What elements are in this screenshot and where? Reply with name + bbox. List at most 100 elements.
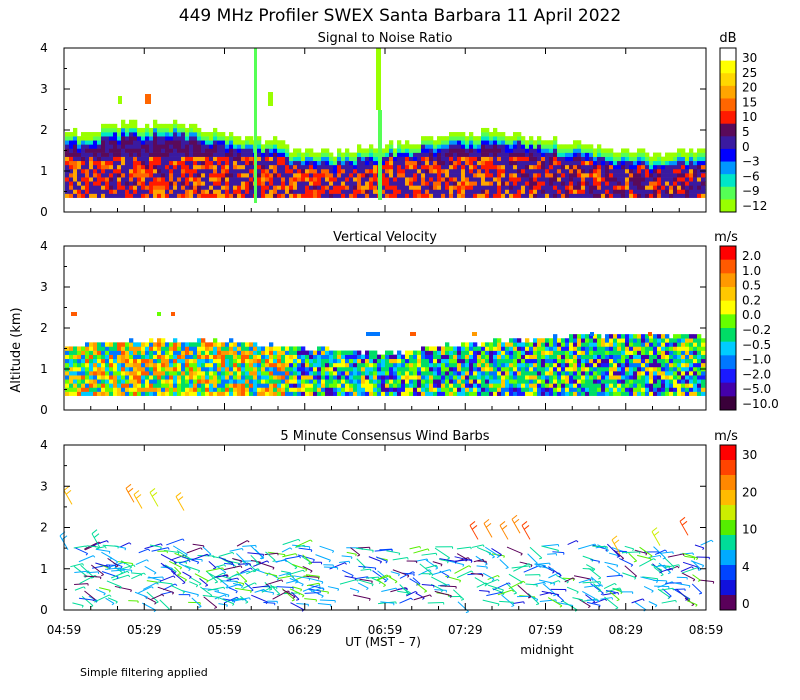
heatmap-cell xyxy=(297,362,302,368)
heatmap-cell xyxy=(69,152,74,157)
wind-barb xyxy=(487,574,499,580)
heatmap-cell xyxy=(93,387,98,392)
heatmap-cell xyxy=(681,338,686,343)
heatmap-cell xyxy=(645,156,650,162)
heatmap-cell xyxy=(301,354,306,360)
heatmap-cell xyxy=(373,375,378,380)
heatmap-cell xyxy=(489,173,494,178)
heatmap-cell xyxy=(585,193,590,198)
heatmap-cell xyxy=(205,391,210,396)
heatmap-cell xyxy=(497,144,502,149)
heatmap-cell xyxy=(101,193,106,198)
heatmap-cell xyxy=(377,354,382,360)
heatmap-cell xyxy=(505,136,510,141)
heatmap-cell xyxy=(77,168,82,174)
heatmap-cell xyxy=(605,168,610,174)
heatmap-cell xyxy=(541,383,546,388)
heatmap-cell xyxy=(437,371,442,376)
wind-barb xyxy=(425,559,439,569)
heatmap-cell xyxy=(397,354,402,360)
wind-barb-flag xyxy=(198,606,202,608)
heatmap-cell xyxy=(265,362,270,368)
heatmap-cell xyxy=(645,362,650,368)
heatmap-cell xyxy=(117,181,122,186)
heatmap-cell xyxy=(477,152,482,157)
heatmap-cell xyxy=(229,181,234,186)
heatmap-cell xyxy=(333,366,338,372)
heatmap-cell xyxy=(441,391,446,396)
heatmap-cell xyxy=(161,144,166,149)
heatmap-cell xyxy=(137,181,142,186)
snr-colorbar-label: 30 xyxy=(742,51,757,65)
heatmap-cell xyxy=(641,346,646,351)
heatmap-cell xyxy=(317,375,322,380)
wind-barb xyxy=(608,552,619,557)
heatmap-cell xyxy=(149,132,154,137)
heatmap-cell xyxy=(513,383,518,388)
heatmap-cell xyxy=(413,375,418,380)
heatmap-cell xyxy=(569,354,574,360)
heatmap-cell xyxy=(153,371,158,376)
heatmap-cell xyxy=(77,371,82,376)
heatmap-cell xyxy=(65,387,70,392)
heatmap-cell xyxy=(109,379,114,384)
heatmap-cell xyxy=(177,366,182,372)
heatmap-cell xyxy=(529,144,534,149)
heatmap-cell xyxy=(217,160,222,166)
heatmap-cell xyxy=(369,383,374,388)
heatmap-cell xyxy=(153,119,158,125)
heatmap-cell xyxy=(89,156,94,162)
heatmap-cell xyxy=(613,156,618,162)
heatmap-cell xyxy=(385,362,390,368)
heatmap-cell xyxy=(137,375,142,380)
vv-colorbar-label: 1.0 xyxy=(742,264,761,278)
heatmap-cell xyxy=(509,346,514,351)
heatmap-cell xyxy=(181,387,186,392)
heatmap-cell xyxy=(677,156,682,162)
heatmap-cell xyxy=(377,358,382,364)
heatmap-cell xyxy=(245,164,250,170)
heatmap-cell xyxy=(513,350,518,355)
heatmap-cell xyxy=(565,379,570,384)
heatmap-cell xyxy=(329,177,334,182)
heatmap-cell xyxy=(501,375,506,380)
heatmap-cell xyxy=(141,160,146,166)
heatmap-cell xyxy=(529,148,534,153)
heatmap-cell xyxy=(205,168,210,174)
heatmap-cell xyxy=(645,391,650,396)
heatmap-cell xyxy=(633,181,638,186)
heatmap-cell xyxy=(97,152,102,157)
heatmap-cell xyxy=(493,168,498,174)
heatmap-cell xyxy=(165,127,170,133)
heatmap-cell xyxy=(241,140,246,145)
heatmap-cell xyxy=(533,152,538,157)
heatmap-cell xyxy=(553,164,558,170)
heatmap-cell xyxy=(133,164,138,170)
heatmap-cell xyxy=(425,346,430,351)
heatmap-cell xyxy=(549,193,554,198)
heatmap-cell xyxy=(653,350,658,355)
heatmap-cell xyxy=(597,334,602,339)
heatmap-cell xyxy=(513,366,518,372)
heatmap-cell xyxy=(409,144,414,149)
heatmap-cell xyxy=(349,185,354,190)
heatmap-cell xyxy=(433,350,438,355)
heatmap-cell xyxy=(497,136,502,141)
heatmap-cell xyxy=(297,371,302,376)
heatmap-cell xyxy=(113,387,118,392)
heatmap-cell xyxy=(653,342,658,347)
wind-barb-flag xyxy=(355,554,357,557)
heatmap-cell xyxy=(373,362,378,368)
heatmap-cell xyxy=(65,160,70,166)
heatmap-cell xyxy=(329,362,334,368)
heatmap-cell xyxy=(253,383,258,388)
heatmap-cell xyxy=(665,334,670,339)
heatmap-cell xyxy=(85,379,90,384)
heatmap-cell xyxy=(165,193,170,198)
heatmap-cell xyxy=(233,181,238,186)
heatmap-cell xyxy=(325,168,330,174)
heatmap-cell xyxy=(313,189,318,194)
heatmap-cell xyxy=(601,358,606,364)
heatmap-cell xyxy=(189,132,194,137)
heatmap-cell xyxy=(273,164,278,170)
